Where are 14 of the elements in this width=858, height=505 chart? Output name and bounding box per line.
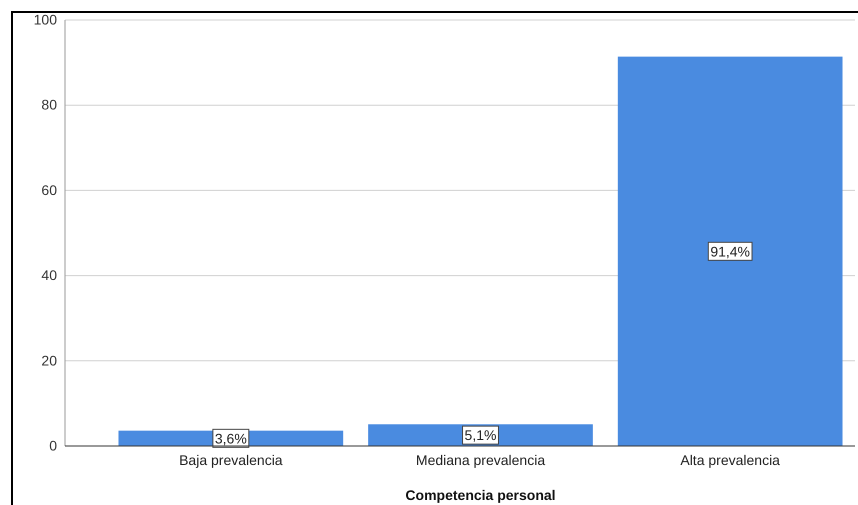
x-tick-label: Baja prevalencia xyxy=(179,452,283,468)
y-tick-label: 80 xyxy=(41,96,58,113)
x-tick-label: Alta prevalencia xyxy=(680,452,780,468)
data-label: 5,1% xyxy=(464,427,496,444)
bar xyxy=(618,56,843,446)
y-tick-label: 0 xyxy=(49,437,58,454)
x-tick-label: Mediana prevalencia xyxy=(416,452,546,468)
data-label: 3,6% xyxy=(214,430,247,446)
data-label: 91,4% xyxy=(710,243,750,260)
x-axis-title: Competencia personal xyxy=(405,487,556,503)
y-tick-label: 100 xyxy=(34,11,58,28)
y-tick-label: 60 xyxy=(41,182,58,198)
y-tick-label: 20 xyxy=(41,352,58,368)
y-tick-label: 40 xyxy=(41,267,58,284)
